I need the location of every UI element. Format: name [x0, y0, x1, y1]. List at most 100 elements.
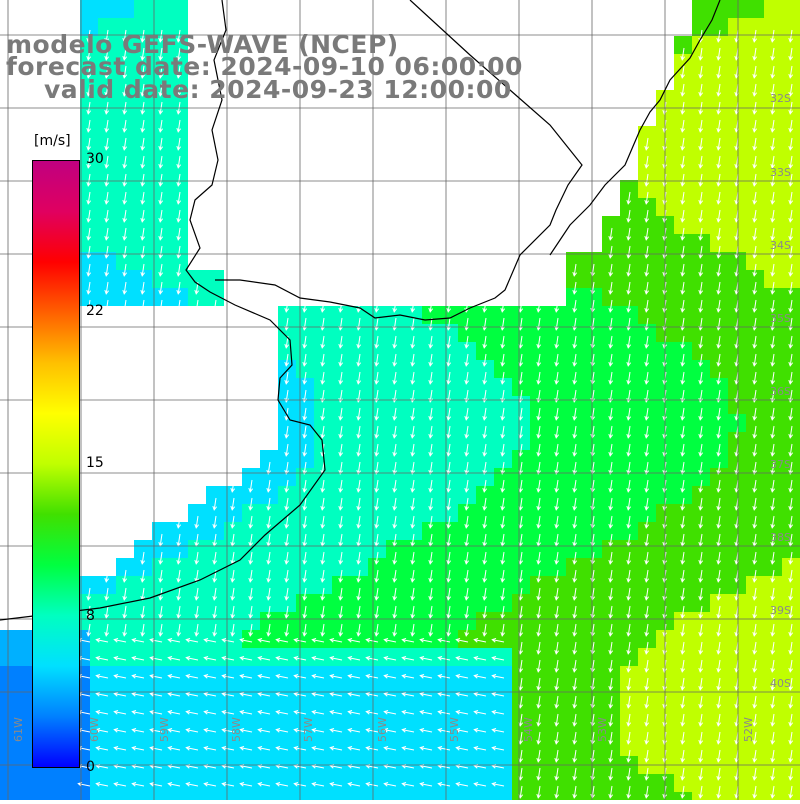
field-cell [314, 576, 332, 594]
wind-arrow [140, 299, 146, 313]
field-cell [584, 648, 602, 666]
wind-arrow [536, 785, 542, 799]
field-cell [764, 234, 782, 252]
field-cell [764, 522, 782, 540]
wind-arrow [572, 461, 578, 475]
field-cell [674, 216, 692, 234]
field-cell [620, 378, 638, 396]
wind-arrow [500, 515, 506, 529]
wind-arrow [410, 353, 416, 367]
field-cell [512, 576, 530, 594]
field-cell [476, 612, 494, 630]
wind-arrow [752, 713, 758, 727]
field-cell [584, 360, 602, 378]
field-cell [476, 378, 494, 396]
lat-label: 37S [770, 458, 791, 471]
field-cell [584, 306, 602, 324]
field-cell [404, 666, 422, 684]
wind-arrow [788, 569, 794, 583]
field-cell [0, 648, 18, 666]
field-cell [18, 648, 36, 666]
wind-arrow [230, 623, 236, 637]
wind-arrow [86, 119, 92, 133]
field-cell [746, 396, 764, 414]
field-cell [602, 504, 620, 522]
field-cell [116, 270, 134, 288]
wind-arrow [104, 263, 110, 277]
field-cell [260, 450, 278, 468]
field-cell [620, 720, 638, 738]
field-cell [152, 576, 170, 594]
wind-arrow [698, 695, 704, 709]
field-cell [332, 360, 350, 378]
field-cell [350, 486, 368, 504]
field-cell [782, 648, 800, 666]
field-cell [764, 0, 782, 18]
wind-arrow [311, 745, 325, 751]
field-cell [566, 396, 584, 414]
field-cell [404, 342, 422, 360]
field-cell [530, 558, 548, 576]
wind-arrow [176, 83, 182, 97]
wind-arrow [149, 655, 163, 661]
wind-arrow [338, 371, 344, 385]
field-cell [674, 738, 692, 756]
field-cell [116, 162, 134, 180]
wind-arrow [122, 83, 128, 97]
wind-arrow [302, 551, 308, 565]
wind-arrow [770, 587, 776, 601]
field-cell [494, 450, 512, 468]
wind-arrow [716, 299, 722, 313]
field-cell [224, 720, 242, 738]
wind-arrow [158, 83, 164, 97]
field-cell [296, 522, 314, 540]
field-cell [584, 522, 602, 540]
field-cell [710, 774, 728, 792]
wind-arrow [752, 605, 758, 619]
wind-arrow [194, 587, 200, 601]
field-cell [746, 648, 764, 666]
field-cell [728, 18, 746, 36]
wind-arrow [536, 371, 542, 385]
field-cell [476, 702, 494, 720]
field-cell [746, 36, 764, 54]
wind-arrow [626, 353, 632, 367]
field-cell [584, 414, 602, 432]
wind-arrow [536, 551, 542, 565]
field-cell [764, 126, 782, 144]
field-cell [710, 126, 728, 144]
wind-arrow [284, 551, 290, 565]
field-cell [710, 108, 728, 126]
lon-label: 52W [742, 717, 755, 742]
wind-arrow [716, 551, 722, 565]
wind-arrow [752, 83, 758, 97]
field-cell [728, 0, 746, 18]
field-cell [584, 288, 602, 306]
wind-arrow [626, 695, 632, 709]
wind-arrow [320, 605, 326, 619]
wind-arrow [374, 353, 380, 367]
field-cell [332, 594, 350, 612]
field-cell [404, 648, 422, 666]
field-cell [152, 216, 170, 234]
field-cell [368, 630, 386, 648]
field-cell [566, 450, 584, 468]
field-cell [152, 54, 170, 72]
field-cell [422, 594, 440, 612]
wind-arrow [608, 245, 614, 259]
field-cell [746, 612, 764, 630]
field-cell [188, 648, 206, 666]
wind-arrow [680, 623, 686, 637]
wind-arrow [320, 569, 326, 583]
field-cell [332, 378, 350, 396]
field-cell [638, 504, 656, 522]
wind-arrow [329, 745, 343, 751]
field-cell [188, 522, 206, 540]
wind-arrow [698, 515, 704, 529]
field-cell [116, 108, 134, 126]
field-cell [314, 630, 332, 648]
wind-arrow [716, 587, 722, 601]
wind-arrow [284, 443, 290, 457]
wind-arrow [401, 637, 415, 643]
field-cell [134, 90, 152, 108]
